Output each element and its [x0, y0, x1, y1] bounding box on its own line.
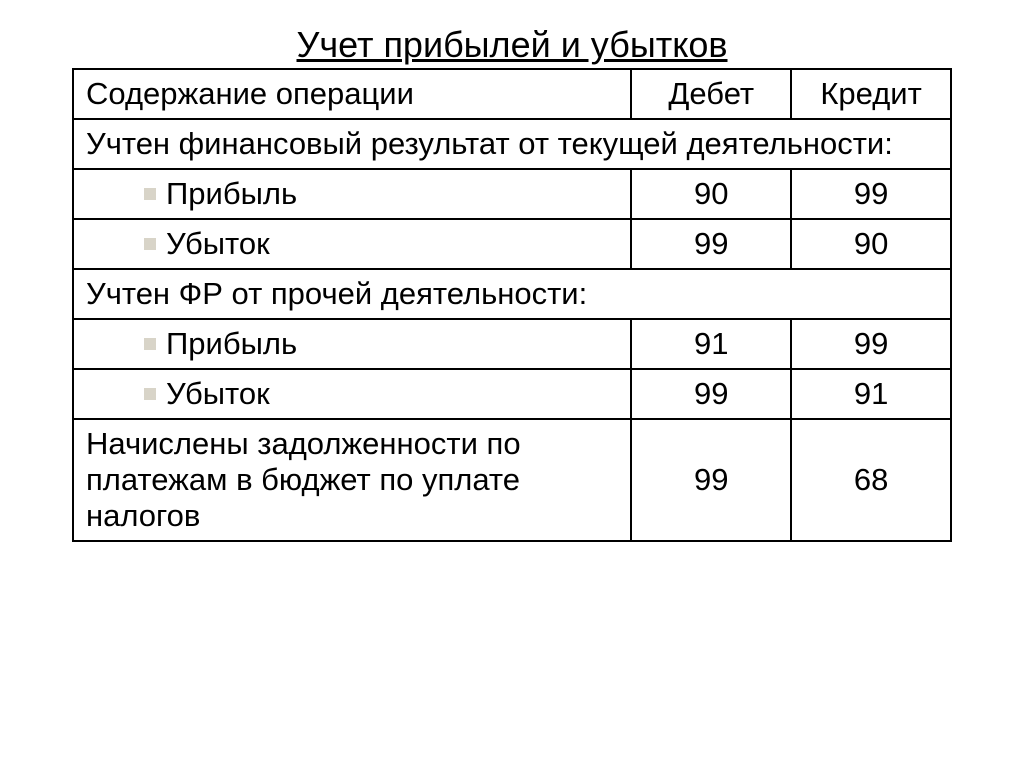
- row-debit: 90: [631, 169, 791, 219]
- row-description: Начислены задолженности по платежам в бю…: [73, 419, 631, 541]
- row-text: Прибыль: [166, 326, 297, 361]
- accounting-table: Содержание операции Дебет Кредит Учтен ф…: [72, 68, 952, 542]
- table-header-row: Содержание операции Дебет Кредит: [73, 69, 951, 119]
- bullet-icon: [144, 338, 156, 350]
- header-debit: Дебет: [631, 69, 791, 119]
- bullet-icon: [144, 238, 156, 250]
- table-row: Убыток 99 91: [73, 369, 951, 419]
- bullet-icon: [144, 388, 156, 400]
- section-label: Учтен ФР от прочей деятельности:: [73, 269, 951, 319]
- section-label: Учтен финансовый результат от текущей де…: [73, 119, 951, 169]
- table-row: Прибыль 91 99: [73, 319, 951, 369]
- table-row: Начислены задолженности по платежам в бю…: [73, 419, 951, 541]
- row-credit: 68: [791, 419, 951, 541]
- row-debit: 99: [631, 419, 791, 541]
- table-row: Прибыль 90 99: [73, 169, 951, 219]
- row-text: Убыток: [166, 226, 270, 261]
- table-row: Убыток 99 90: [73, 219, 951, 269]
- row-text: Убыток: [166, 376, 270, 411]
- row-debit: 99: [631, 219, 791, 269]
- table-row: Учтен ФР от прочей деятельности:: [73, 269, 951, 319]
- row-debit: 91: [631, 319, 791, 369]
- row-text: Прибыль: [166, 176, 297, 211]
- header-credit: Кредит: [791, 69, 951, 119]
- table-row: Учтен финансовый результат от текущей де…: [73, 119, 951, 169]
- row-credit: 99: [791, 319, 951, 369]
- row-debit: 99: [631, 369, 791, 419]
- row-credit: 91: [791, 369, 951, 419]
- row-credit: 90: [791, 219, 951, 269]
- row-description: Убыток: [73, 219, 631, 269]
- row-description: Прибыль: [73, 169, 631, 219]
- page-title: Учет прибылей и убытков: [297, 24, 728, 66]
- row-description: Убыток: [73, 369, 631, 419]
- bullet-icon: [144, 188, 156, 200]
- header-description: Содержание операции: [73, 69, 631, 119]
- row-credit: 99: [791, 169, 951, 219]
- row-description: Прибыль: [73, 319, 631, 369]
